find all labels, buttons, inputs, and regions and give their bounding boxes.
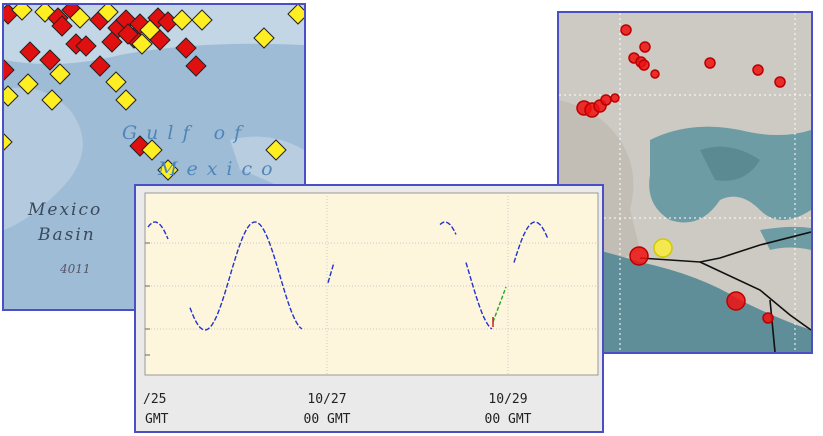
x-tick-date: 10/27 <box>307 392 346 407</box>
grid <box>145 193 598 375</box>
marker <box>157 159 179 181</box>
marker <box>774 76 786 88</box>
marker <box>149 29 171 51</box>
marker <box>97 5 119 23</box>
marker <box>41 89 63 111</box>
x-tick-time: 00 GMT <box>485 412 532 427</box>
x-tick-time: 00 GMT <box>304 412 351 427</box>
gulf-label: Mexico <box>157 158 282 180</box>
boundary <box>639 231 811 263</box>
depth-label: 4011 <box>59 262 91 276</box>
marker <box>175 37 197 59</box>
marker <box>117 23 139 45</box>
marker <box>4 133 13 151</box>
marker <box>726 291 746 311</box>
tide-chart: /25 GMT 10/27 00 GMT 10/29 00 GMT <box>135 185 603 432</box>
marker <box>19 41 41 63</box>
marker <box>653 238 673 258</box>
x-tick-time: GMT <box>145 412 169 427</box>
ticks <box>145 242 150 356</box>
left-map: Gulf of Mexico Mexico Basin 4011 <box>4 5 304 309</box>
marker <box>752 64 764 76</box>
marker <box>4 59 15 81</box>
tide-curve <box>465 262 493 330</box>
marker <box>762 312 774 324</box>
basin-label: Basin <box>37 225 96 245</box>
marker <box>39 49 61 71</box>
marker <box>265 139 287 161</box>
plot-area <box>144 192 599 376</box>
marker <box>75 35 97 57</box>
marker <box>185 55 207 77</box>
marker <box>600 94 612 106</box>
marker <box>191 9 213 31</box>
basin-label: Mexico <box>27 200 102 220</box>
tide-curve <box>513 221 549 263</box>
marker <box>639 41 651 53</box>
marker <box>69 7 91 29</box>
frame <box>134 184 604 433</box>
tide-curve <box>439 221 457 235</box>
tide-curve <box>147 221 169 240</box>
marker <box>620 24 632 36</box>
deep-gulf <box>700 146 760 181</box>
marker <box>704 57 716 69</box>
marker <box>51 15 73 37</box>
marker <box>253 27 275 49</box>
tide-curve <box>189 221 303 331</box>
marker <box>171 9 193 31</box>
marker <box>141 139 163 161</box>
marker <box>17 73 39 95</box>
tide-curves <box>147 221 549 331</box>
boundary <box>769 299 776 352</box>
marker <box>287 5 304 25</box>
marker <box>131 33 153 55</box>
marker <box>49 63 71 85</box>
marker <box>89 55 111 77</box>
marker <box>638 59 650 71</box>
frame <box>557 11 813 354</box>
marker <box>650 69 660 79</box>
marker <box>115 89 137 111</box>
tide-curve <box>327 262 335 283</box>
right-map <box>559 13 811 352</box>
marker <box>34 5 56 23</box>
marker <box>105 71 127 93</box>
pacific <box>559 240 811 352</box>
x-tick-date: 10/29 <box>488 392 527 407</box>
forecast-curve <box>492 286 507 323</box>
marker <box>101 31 123 53</box>
x-tick-date: /25 <box>143 392 166 407</box>
marker <box>11 5 33 21</box>
marker <box>610 93 620 103</box>
marker <box>4 85 19 107</box>
boundary <box>699 261 811 331</box>
slope <box>4 87 83 230</box>
gulf-label: Gulf of <box>122 122 250 144</box>
marker <box>629 246 649 266</box>
